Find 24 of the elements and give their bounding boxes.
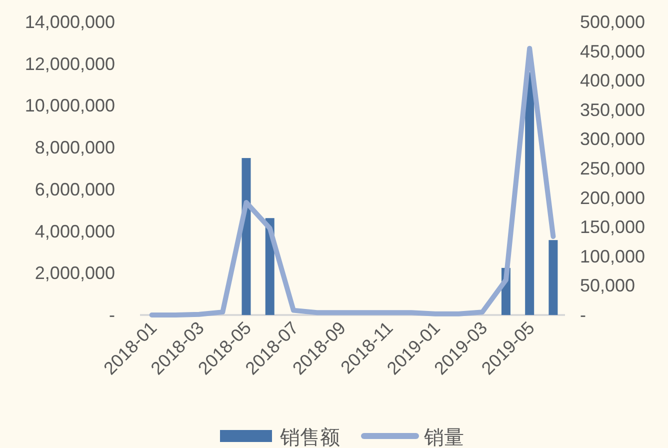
y2-tick-label: 250,000 <box>580 158 646 178</box>
y2-tick-label: 150,000 <box>580 217 646 238</box>
y2-tick-label: 50,000 <box>580 276 636 296</box>
y-tick-label: 10,000,000 <box>24 96 115 116</box>
y2-tick-label: 300,000 <box>580 129 646 150</box>
y-tick-label: 14,000,000 <box>24 12 115 32</box>
y2-tick-label: 450,000 <box>580 41 646 62</box>
y-tick-label: 2,000,000 <box>34 263 115 284</box>
y2-tick-label: 500,000 <box>580 12 646 32</box>
y2-tick-label: - <box>580 305 586 325</box>
y-tick-label: 4,000,000 <box>34 221 115 242</box>
y2-tick-label: 400,000 <box>580 70 646 91</box>
y-tick-label: 6,000,000 <box>34 179 115 200</box>
y-tick-label: 8,000,000 <box>34 138 115 158</box>
y2-tick-label: 200,000 <box>580 188 646 208</box>
legend-label: 销售额 <box>279 427 340 448</box>
legend-label: 销量 <box>423 427 464 448</box>
y-tick-label: 12,000,000 <box>24 54 115 74</box>
y-tick-label: - <box>109 305 115 325</box>
bar <box>548 240 558 315</box>
bar <box>525 72 534 315</box>
y2-tick-label: 350,000 <box>580 100 646 120</box>
y2-tick-label: 100,000 <box>580 246 646 266</box>
bar <box>242 158 251 315</box>
